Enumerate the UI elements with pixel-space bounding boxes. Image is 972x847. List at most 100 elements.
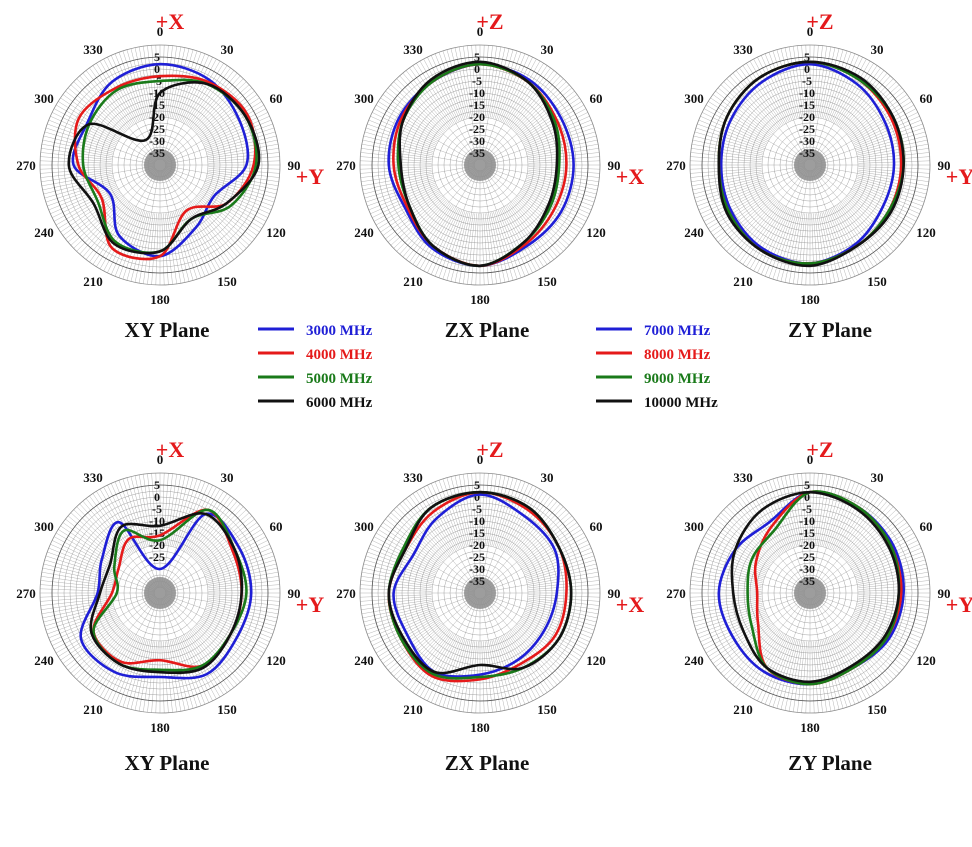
radius-gridline xyxy=(773,556,847,630)
polar-chart-1: 030609012015018021024027030033050-5-10-1… xyxy=(16,9,324,307)
angle-gridline xyxy=(165,165,279,187)
angle-gridline xyxy=(810,170,832,284)
radius-gridline xyxy=(105,110,215,220)
angle-tick-label: 270 xyxy=(16,586,36,601)
angle-tick-label: 180 xyxy=(150,720,170,735)
angle-gridline xyxy=(732,72,807,161)
angle-gridline xyxy=(419,598,478,698)
radius-gridline xyxy=(419,532,541,654)
angle-gridline xyxy=(458,598,480,712)
angle-tick-label: 150 xyxy=(867,274,887,289)
radial-tick-label: 5 xyxy=(804,478,810,492)
angle-tick-label: 210 xyxy=(83,702,103,717)
angle-tick-label: 300 xyxy=(684,91,704,106)
radius-gridline xyxy=(713,496,907,690)
radius-gridline xyxy=(443,556,517,630)
panel-title: ZX Plane xyxy=(445,751,530,775)
angle-tick-label: 90 xyxy=(288,158,301,173)
radial-tick-label: -5 xyxy=(472,502,482,516)
angle-gridline xyxy=(361,165,475,187)
angle-gridline xyxy=(484,596,573,671)
angle-gridline xyxy=(812,488,871,588)
angle-tick-label: 0 xyxy=(477,452,484,467)
center-hub xyxy=(794,149,826,181)
angle-gridline xyxy=(375,532,475,591)
angle-gridline xyxy=(165,593,279,615)
radius-gridline xyxy=(743,526,877,660)
right-axis-label: +Y xyxy=(946,164,972,189)
radius-gridline xyxy=(755,110,865,220)
polar-chart-4: 030609012015018021024027030033050-5-10-1… xyxy=(16,437,324,735)
polar-chart-2: 030609012015018021024027030033050-5-10-1… xyxy=(336,9,644,307)
angle-tick-label: 270 xyxy=(336,586,356,601)
angle-gridline xyxy=(165,595,265,654)
angle-gridline xyxy=(165,594,273,635)
angle-gridline xyxy=(67,168,156,243)
angle-tick-label: 120 xyxy=(916,225,936,240)
angle-gridline xyxy=(482,170,541,270)
radius-gridline xyxy=(737,520,883,666)
radius-gridline xyxy=(785,568,835,618)
radial-tick-label: -30 xyxy=(149,134,165,148)
radial-tick-label: -20 xyxy=(469,110,485,124)
angle-gridline xyxy=(375,167,475,226)
radius-gridline xyxy=(395,80,565,250)
radial-tick-label: -35 xyxy=(149,146,165,160)
angle-tick-label: 240 xyxy=(684,225,704,240)
radius-gridline xyxy=(413,98,547,232)
polar-chart-3: 030609012015018021024027030033050-5-10-1… xyxy=(666,9,972,307)
right-axis-label: +Y xyxy=(946,592,972,617)
angle-gridline xyxy=(481,480,522,588)
angle-gridline xyxy=(165,166,273,207)
series-line-6000-mhz xyxy=(67,81,261,255)
angle-tick-label: 90 xyxy=(608,586,621,601)
angle-gridline xyxy=(482,488,541,588)
angle-gridline xyxy=(164,596,253,671)
legend-label: 5000 MHz xyxy=(306,371,373,387)
radial-tick-label: -20 xyxy=(469,538,485,552)
center-hub xyxy=(464,577,496,609)
angle-gridline xyxy=(41,143,155,165)
angle-tick-label: 330 xyxy=(733,470,753,485)
angle-gridline xyxy=(815,165,929,187)
radial-tick-label: -10 xyxy=(469,86,485,100)
angle-gridline xyxy=(485,123,593,164)
angle-gridline xyxy=(717,87,806,162)
angle-tick-label: 30 xyxy=(221,470,234,485)
angle-gridline xyxy=(482,60,541,160)
plot-boundary xyxy=(371,484,589,702)
angle-gridline xyxy=(485,166,593,207)
angle-gridline xyxy=(705,595,805,654)
angle-gridline xyxy=(485,571,599,593)
angle-tick-label: 210 xyxy=(733,274,753,289)
angle-tick-label: 270 xyxy=(16,158,36,173)
angle-tick-label: 150 xyxy=(537,702,557,717)
plot-boundary xyxy=(371,56,589,274)
radius-gridline xyxy=(135,140,185,190)
angle-gridline xyxy=(768,598,809,706)
angle-gridline xyxy=(484,87,573,162)
angle-gridline xyxy=(375,104,475,163)
radial-tick-label: -25 xyxy=(469,550,485,564)
angle-tick-label: 0 xyxy=(807,452,814,467)
angle-tick-label: 150 xyxy=(867,702,887,717)
angle-gridline xyxy=(160,170,182,284)
angle-tick-label: 60 xyxy=(270,519,283,534)
angle-gridline xyxy=(163,597,238,686)
angle-gridline xyxy=(732,500,807,589)
angle-gridline xyxy=(749,488,808,588)
center-hub xyxy=(144,149,176,181)
angle-tick-label: 120 xyxy=(916,653,936,668)
angle-gridline xyxy=(768,480,809,588)
radial-tick-label: 5 xyxy=(474,50,480,64)
radius-gridline xyxy=(425,538,535,648)
angle-gridline xyxy=(438,598,479,706)
radial-tick-label: -25 xyxy=(469,122,485,136)
radius-gridline xyxy=(761,116,859,214)
angle-gridline xyxy=(67,596,156,671)
angle-tick-label: 240 xyxy=(34,653,54,668)
radial-tick-label: 0 xyxy=(474,490,480,504)
angle-tick-label: 60 xyxy=(590,519,603,534)
angle-tick-label: 150 xyxy=(217,274,237,289)
radius-gridline xyxy=(449,134,511,196)
